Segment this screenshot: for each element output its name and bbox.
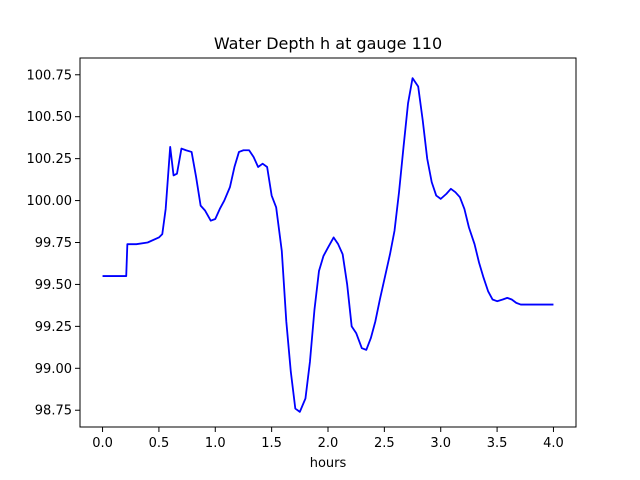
y-tick-label: 99.00 — [35, 362, 72, 377]
y-tick-label: 100.50 — [27, 110, 73, 125]
y-tick-label: 100.75 — [27, 68, 73, 83]
x-tick-label: 3.0 — [430, 436, 451, 451]
plot-area — [102, 77, 554, 413]
x-axis: 0.0 0.5 1.0 1.5 2.0 2.5 3.0 3.5 4.0 — [92, 427, 564, 451]
x-tick-label: 4.0 — [543, 436, 564, 451]
x-axis-label: hours — [310, 456, 347, 471]
y-tick-label: 100.25 — [27, 152, 73, 167]
series-line-0 — [102, 77, 554, 413]
y-axis: 98.75 99.00 99.25 99.50 99.75 100.00 100.25 100… — [27, 68, 80, 419]
y-tick-label: 99.75 — [35, 236, 72, 251]
x-tick-label: 2.5 — [374, 436, 395, 451]
y-tick-label: 99.50 — [35, 278, 72, 293]
x-tick-label: 1.5 — [261, 436, 282, 451]
y-tick-label: 98.75 — [35, 404, 72, 419]
x-tick-label: 0.0 — [92, 436, 113, 451]
y-tick-label: 100.00 — [27, 194, 73, 209]
x-tick-label: 3.5 — [487, 436, 508, 451]
x-tick-label: 2.0 — [318, 436, 339, 451]
x-tick-label: 0.5 — [149, 436, 170, 451]
chart-title: Water Depth h at gauge 110 — [214, 34, 442, 53]
x-tick-label: 1.0 — [205, 436, 226, 451]
y-tick-label: 99.25 — [35, 320, 72, 335]
